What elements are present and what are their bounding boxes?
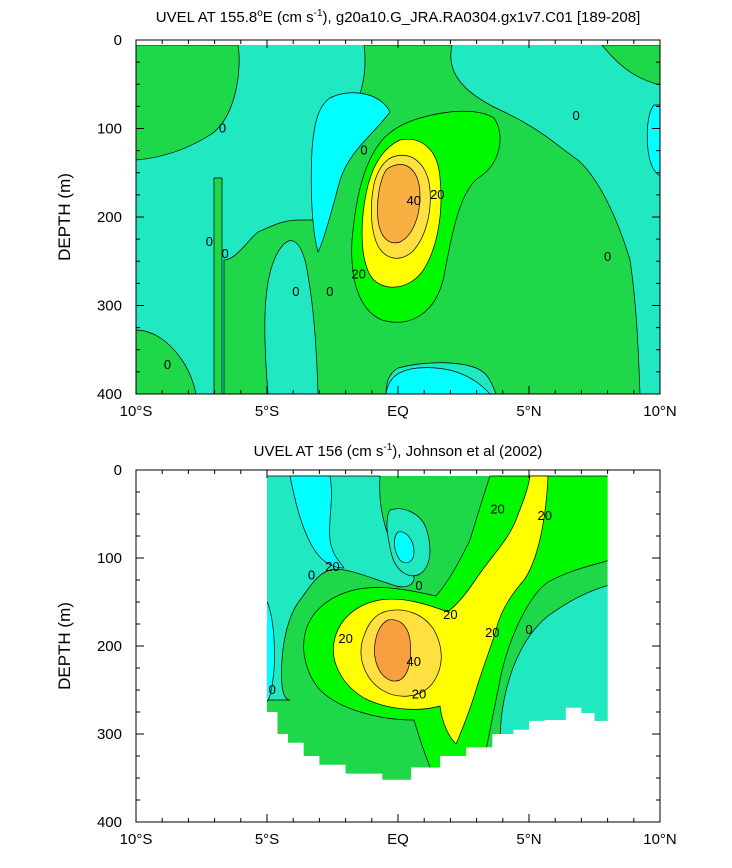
contour-label: 0 [292, 284, 299, 299]
y-tick-label: 400 [97, 386, 122, 403]
contour-label: 20 [485, 625, 499, 640]
y-tick-label: 300 [97, 298, 122, 315]
contour-labels-observed: 20 20 20 0 0 20 20 40 20 0 20 0 [269, 502, 552, 702]
contour-label: 0 [206, 234, 213, 249]
band-below-neg10-b [646, 104, 660, 177]
x-tick-label: 10°S [120, 403, 153, 420]
x-tick-label: 5°N [516, 831, 541, 848]
x-tick-label: 5°S [255, 403, 279, 420]
band-below-neg10-a [310, 92, 391, 253]
contour-label: 0 [360, 143, 367, 158]
contour-fill-model [136, 45, 660, 394]
x-tick-label: 10°N [643, 403, 677, 420]
y-tick-label: 400 [97, 814, 122, 831]
contour-label: 20 [537, 508, 551, 523]
contour-label: 20 [338, 631, 352, 646]
band-below-neg10-c [385, 367, 491, 394]
x-tick-label: 5°S [255, 831, 279, 848]
band-below-neg10-a [289, 475, 345, 569]
band-0-10-southwest [136, 329, 197, 394]
band-0-10-west [136, 45, 240, 161]
band-below-neg10-b [394, 531, 415, 564]
contour-label: 0 [219, 121, 226, 136]
contour-label: 20 [490, 502, 504, 517]
y-axis-label-observed: DEPTH (m) [55, 602, 74, 690]
chart-title-model: UVEL AT 155.8oE (cm s-1), g20a10.G_JRA.R… [156, 8, 640, 26]
contour-label: 0 [308, 568, 315, 583]
contour-label: 0 [604, 249, 611, 264]
contour-label: 20 [443, 607, 457, 622]
band-40-50 [374, 619, 412, 682]
contour-label: 0 [221, 246, 228, 261]
y-tick-label: 200 [97, 209, 122, 226]
contour-label: 20 [412, 686, 426, 701]
contour-label: 0 [269, 682, 276, 697]
contour-fill-observed [267, 475, 608, 780]
contour-label: 0 [573, 108, 580, 123]
x-tick-label: 10°S [120, 831, 153, 848]
contour-label: 20 [325, 559, 339, 574]
chart-panel-model: UVEL AT 155.8oE (cm s-1), g20a10.G_JRA.R… [55, 8, 677, 420]
x-tick-label: 10°N [643, 831, 677, 848]
x-tick-label: EQ [387, 831, 409, 848]
band-0-10-strip [213, 177, 223, 394]
band-below-neg10-c [267, 598, 275, 703]
chart-title-observed: UVEL AT 156 (cm s-1), Johnson et al (200… [254, 442, 543, 460]
y-tick-label: 0 [114, 462, 122, 479]
contour-label: 0 [525, 622, 532, 637]
contour-label: 0 [326, 284, 333, 299]
contour-label: 0 [415, 578, 422, 593]
contour-label: 0 [164, 357, 171, 372]
band-40-50 [377, 164, 421, 244]
y-axis-label-model: DEPTH (m) [55, 173, 74, 261]
x-tick-label: EQ [387, 403, 409, 420]
y-tick-label: 100 [97, 121, 122, 138]
x-tick-label: 5°N [516, 403, 541, 420]
contour-label: 40 [406, 193, 420, 208]
y-tick-label: 200 [97, 638, 122, 655]
chart-panel-observed: UVEL AT 156 (cm s-1), Johnson et al (200… [55, 442, 677, 848]
y-tick-label: 300 [97, 726, 122, 743]
contour-label: 20 [351, 267, 365, 282]
y-tick-label: 100 [97, 550, 122, 567]
contour-label: 40 [406, 654, 420, 669]
y-tick-label: 0 [114, 32, 122, 49]
contour-label: 20 [430, 187, 444, 202]
